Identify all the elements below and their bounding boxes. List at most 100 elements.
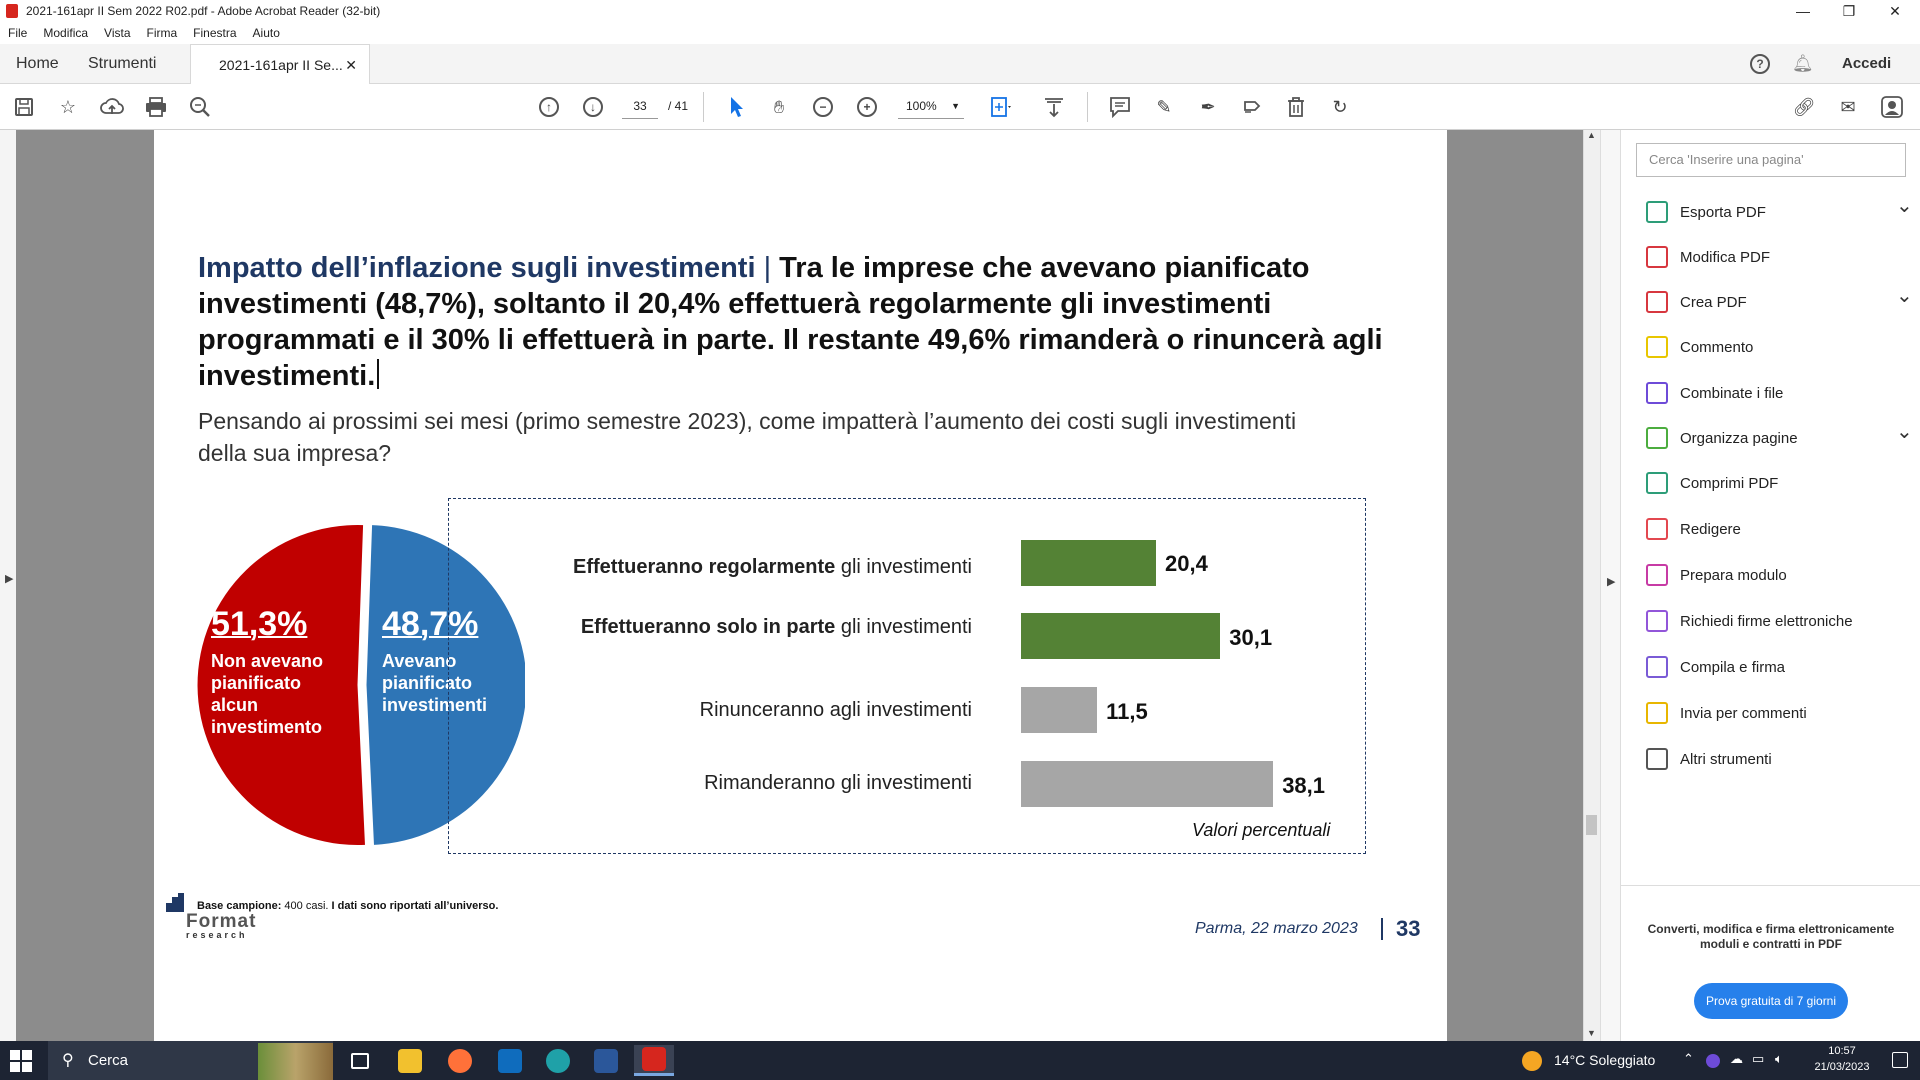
bookmark-star-icon[interactable]: ☆ [59, 96, 77, 117]
acrobat-taskbar-icon[interactable] [634, 1045, 674, 1076]
share-icon[interactable] [1240, 95, 1264, 119]
task-view-icon[interactable] [340, 1045, 380, 1076]
tool-compila-e-firma[interactable]: Compila e firma [1646, 652, 1785, 682]
link-icon[interactable]: 🔗︎ [1792, 96, 1816, 117]
vertical-scrollbar[interactable]: ▲ ▼ [1583, 130, 1600, 1041]
tools-pane: Cerca 'Inserire una pagina' Esporta PDF ⌄… [1620, 130, 1920, 1041]
base-universe-note: I dati sono riportati all’universo. [328, 900, 499, 912]
onedrive-icon[interactable]: ☁︎ [1730, 1051, 1743, 1066]
tool-icon [1646, 518, 1668, 540]
menu-aiuto[interactable]: Aiuto [252, 26, 280, 40]
collapse-right-pane-icon[interactable]: ▶ [1607, 576, 1616, 588]
tab-document-label: 2021-161apr II Se... [219, 57, 343, 73]
taskbar-search[interactable]: ⚲ Cerca [48, 1041, 333, 1080]
tab-home[interactable]: Home [16, 55, 59, 72]
expand-left-pane-icon[interactable]: ▶ [5, 573, 14, 585]
clock-time[interactable]: 10:57 [1828, 1045, 1856, 1057]
tray-app-icon[interactable] [1706, 1054, 1720, 1068]
tools-search-input[interactable]: Cerca 'Inserire una pagina' [1636, 143, 1906, 177]
menu-modifica[interactable]: Modifica [43, 26, 89, 40]
chevron-down-icon[interactable]: ⌄ [1896, 285, 1913, 307]
menu-vista[interactable]: Vista [104, 26, 131, 40]
user-icon[interactable] [1880, 95, 1904, 119]
pie-right-description: Avevano pianificato investimenti [382, 650, 487, 716]
page-fit-icon[interactable] [990, 95, 1014, 119]
scroll-down-icon[interactable]: ▼ [1587, 1028, 1596, 1038]
toolbar: ☆ ↑ ↓ [0, 84, 1920, 130]
zoom-in-icon[interactable]: + [855, 95, 879, 119]
tray-overflow-icon[interactable]: ⌃ [1683, 1051, 1694, 1066]
tool-commento[interactable]: Commento [1646, 332, 1753, 362]
tool-invia-per-commenti[interactable]: Invia per commenti [1646, 698, 1807, 728]
scroll-up-icon[interactable]: ▲ [1587, 130, 1596, 140]
scroll-mode-icon[interactable] [1042, 95, 1066, 119]
left-nav-strip[interactable]: ▶ [0, 130, 16, 1041]
menu-firma[interactable]: Firma [146, 26, 178, 40]
free-trial-button[interactable]: Prova gratuita di 7 giorni [1694, 983, 1848, 1019]
rotate-icon[interactable]: ↻ [1332, 96, 1348, 117]
right-pane-toggle-strip[interactable]: ▶ [1600, 130, 1620, 1041]
weather-text[interactable]: 14°C Soleggiato [1554, 1052, 1656, 1068]
base-label: Base campione: [197, 900, 282, 912]
tool-icon [1646, 656, 1668, 678]
firefox-icon[interactable] [440, 1045, 480, 1076]
menu-finestra[interactable]: Finestra [193, 26, 237, 40]
help-icon[interactable]: ? [1750, 54, 1770, 74]
sign-in-button[interactable]: Accedi [1842, 55, 1892, 72]
tool-organizza-pagine[interactable]: Organizza pagine ⌄ [1646, 421, 1913, 453]
zoom-out-icon[interactable]: − [811, 95, 835, 119]
toolbar-divider [703, 92, 704, 122]
chevron-down-icon[interactable]: ⌄ [1896, 195, 1913, 217]
next-page-icon[interactable]: ↓ [581, 95, 605, 119]
menu-file[interactable]: File [8, 26, 28, 40]
save-icon[interactable] [12, 95, 36, 119]
tool-altri-strumenti[interactable]: Altri strumenti [1646, 744, 1772, 774]
tool-prepara-modulo[interactable]: Prepara modulo [1646, 560, 1787, 590]
delete-icon[interactable] [1284, 95, 1308, 119]
tool-esporta-pdf[interactable]: Esporta PDF ⌄ [1646, 195, 1913, 227]
file-explorer-icon[interactable] [390, 1045, 430, 1076]
tab-document[interactable]: 2021-161apr II Se... ✕ [190, 44, 370, 85]
scrollbar-thumb[interactable] [1586, 815, 1597, 835]
print-icon[interactable] [144, 95, 168, 119]
cloud-upload-icon[interactable] [100, 95, 124, 119]
hand-tool-icon[interactable]: ✋︎ [773, 96, 785, 117]
tool-crea-pdf[interactable]: Crea PDF ⌄ [1646, 285, 1913, 317]
previous-page-icon[interactable]: ↑ [537, 95, 561, 119]
tool-icon [1646, 610, 1668, 632]
network-icon[interactable]: ▭ [1752, 1051, 1765, 1066]
select-tool-icon[interactable] [725, 95, 749, 119]
tool-combinate-i-file[interactable]: Combinate i file [1646, 378, 1783, 408]
edge-icon[interactable] [538, 1045, 578, 1076]
volume-icon[interactable]: 🔈︎ [1775, 1051, 1783, 1066]
windows-start-icon[interactable] [10, 1050, 32, 1072]
tool-richiedi-firme-elettroniche[interactable]: Richiedi firme elettroniche [1646, 606, 1853, 636]
toolbar-divider [1087, 92, 1088, 122]
pie-right-line: Avevano [382, 651, 457, 671]
bell-icon[interactable]: 🔔︎ [1792, 54, 1814, 73]
highlight-pen-icon[interactable]: ✎ [1156, 96, 1172, 117]
tab-bar: Home Strumenti 2021-161apr II Se... ✕ ? … [0, 44, 1920, 85]
bar-chart-frame [448, 498, 1366, 854]
page-number-input[interactable]: 33 [622, 93, 658, 119]
close-tab-icon[interactable]: ✕ [345, 57, 357, 73]
tool-redigere[interactable]: Redigere [1646, 514, 1741, 544]
outlook-icon[interactable] [490, 1045, 530, 1076]
email-icon[interactable]: ✉︎ [1840, 96, 1856, 117]
tool-modifica-pdf[interactable]: Modifica PDF [1646, 242, 1770, 272]
tab-tools[interactable]: Strumenti [88, 55, 157, 72]
comment-icon[interactable] [1108, 95, 1132, 119]
sign-icon[interactable]: ✒︎ [1200, 96, 1216, 117]
clock-date[interactable]: 21/03/2023 [1814, 1061, 1870, 1073]
chevron-down-icon[interactable]: ⌄ [1896, 421, 1913, 443]
maximize-button[interactable]: ❐ [1842, 2, 1856, 19]
bar-regularly [1021, 540, 1156, 586]
notifications-icon[interactable] [1892, 1052, 1908, 1068]
find-zoom-icon[interactable] [188, 95, 212, 119]
tool-comprimi-pdf[interactable]: Comprimi PDF [1646, 468, 1778, 498]
zoom-select[interactable]: 100% ▼ [898, 93, 964, 119]
close-window-button[interactable]: ✕ [1889, 2, 1901, 19]
word-icon[interactable] [586, 1045, 626, 1076]
tool-label: Invia per commenti [1680, 704, 1807, 722]
minimize-button[interactable]: — [1796, 3, 1810, 19]
